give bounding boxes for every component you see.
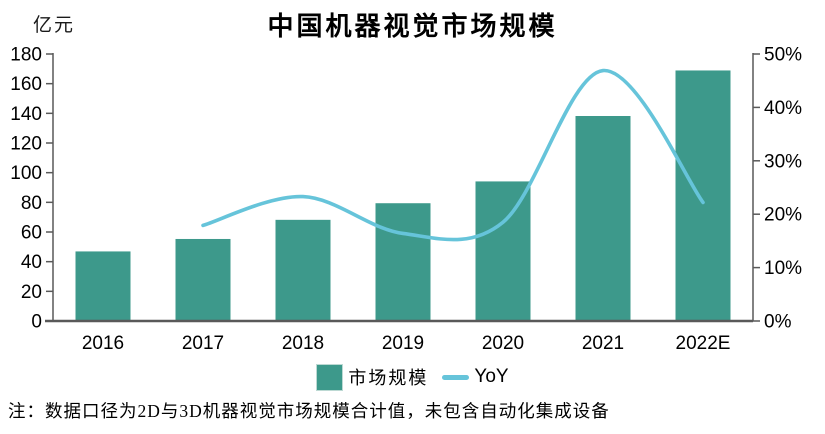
- left-tick-label: 80: [21, 193, 42, 214]
- x-tick-label-2021: 2021: [582, 333, 624, 354]
- chart-footnote: 注：数据口径为2D与3D机器视觉市场规模合计值，未包含自动化集成设备: [8, 401, 610, 421]
- bar-series-swatch-icon: [316, 363, 344, 391]
- left-tick-label: 180: [10, 45, 42, 66]
- right-tick-label: 30%: [764, 151, 802, 172]
- line-series-swatch-icon: [442, 374, 470, 380]
- right-tick-label: 40%: [764, 98, 802, 119]
- legend-item-market-size: 市场规模: [316, 363, 429, 391]
- yoy-line: [201, 68, 705, 242]
- bar-2017: [175, 238, 231, 321]
- left-tick-label: 0: [31, 312, 42, 333]
- legend-yoy-label: YoY: [474, 366, 509, 387]
- chart-legend: 市场规模 YoY: [0, 361, 825, 393]
- left-tick-label: 120: [10, 134, 42, 155]
- right-tick-label: 50%: [764, 45, 802, 66]
- left-tick-label: 160: [10, 74, 42, 95]
- bar-series: [75, 70, 731, 322]
- x-tick-label-2017: 2017: [182, 333, 224, 354]
- bar-2020: [475, 181, 531, 321]
- x-tick-label-2018: 2018: [282, 333, 324, 354]
- right-axis: 0% 10% 20% 30% 40% 50%: [752, 45, 802, 333]
- bar-2016: [75, 251, 131, 321]
- left-tick-label: 60: [21, 223, 42, 244]
- right-tick-label: 10%: [764, 258, 802, 279]
- right-tick-label: 20%: [764, 205, 802, 226]
- bar-2019: [375, 203, 431, 321]
- chart-canvas: 0 20 40 60 80 100 120 140 160 180 0% 10% 20% 30% 40% 50…: [10, 45, 802, 355]
- right-tick-label: 0%: [764, 312, 792, 333]
- chart-title: 中国机器视觉市场规模: [267, 12, 558, 41]
- left-axis-unit-label: 亿元: [33, 15, 76, 36]
- x-tick-label-2022E: 2022E: [676, 333, 731, 354]
- x-axis: 2016 2017 2018 2019 2020 2021 2022E: [45, 319, 753, 354]
- left-tick-label: 140: [10, 104, 42, 125]
- bar-2022E: [675, 70, 731, 321]
- left-tick-label: 20: [21, 282, 42, 303]
- x-tick-label-2020: 2020: [482, 333, 524, 354]
- left-tick-label: 100: [10, 163, 42, 184]
- bar-2021: [575, 116, 631, 322]
- left-axis: 0 20 40 60 80 100 120 140 160 180: [10, 45, 54, 333]
- legend-bar-label: 市场规模: [348, 368, 429, 388]
- bar-2018: [275, 219, 331, 321]
- x-tick-label-2016: 2016: [82, 333, 124, 354]
- legend-item-yoy: YoY: [442, 366, 509, 388]
- left-tick-label: 40: [21, 252, 42, 273]
- x-tick-label-2019: 2019: [382, 333, 424, 354]
